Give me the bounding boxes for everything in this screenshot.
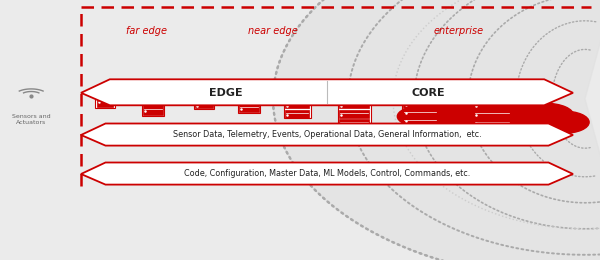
Bar xyxy=(143,105,163,115)
Bar xyxy=(338,92,370,99)
Bar xyxy=(403,109,437,116)
Bar xyxy=(474,119,510,126)
Bar xyxy=(474,102,510,109)
Bar xyxy=(403,117,437,124)
Bar xyxy=(403,101,437,108)
Bar xyxy=(239,103,259,112)
Bar xyxy=(142,92,164,116)
Bar xyxy=(284,91,311,118)
Bar xyxy=(97,94,113,107)
Bar xyxy=(473,92,512,135)
Bar xyxy=(194,92,214,109)
PathPatch shape xyxy=(81,79,573,105)
Circle shape xyxy=(410,111,449,128)
Circle shape xyxy=(412,100,469,124)
Bar xyxy=(195,102,213,108)
Circle shape xyxy=(434,112,473,129)
Bar xyxy=(338,119,370,127)
Circle shape xyxy=(538,111,589,133)
Text: far edge: far edge xyxy=(127,26,167,36)
Text: Code, Configuration, Master Data, ML Models, Control, Commands, etc.: Code, Configuration, Master Data, ML Mod… xyxy=(184,170,470,179)
Bar xyxy=(285,110,310,118)
Bar xyxy=(285,101,310,108)
Bar xyxy=(285,92,310,99)
Text: Sensors and
Actuators: Sensors and Actuators xyxy=(12,114,50,125)
Bar xyxy=(337,91,371,127)
Circle shape xyxy=(484,100,551,129)
Bar xyxy=(474,93,510,100)
Bar xyxy=(474,127,510,134)
Circle shape xyxy=(397,106,445,127)
Text: enterprise: enterprise xyxy=(434,26,484,36)
Text: CORE: CORE xyxy=(412,88,445,98)
Circle shape xyxy=(458,109,501,128)
Circle shape xyxy=(466,108,523,132)
PathPatch shape xyxy=(81,162,573,185)
PathPatch shape xyxy=(81,124,573,146)
Circle shape xyxy=(517,103,574,128)
Bar xyxy=(95,94,115,108)
Text: Sensor Data, Telemetry, Events, Operational Data, General Information,  etc.: Sensor Data, Telemetry, Events, Operatio… xyxy=(173,131,481,140)
Bar xyxy=(143,93,163,103)
Bar xyxy=(338,110,370,118)
Bar xyxy=(338,101,370,108)
Bar xyxy=(403,125,437,132)
Circle shape xyxy=(509,114,556,134)
Bar xyxy=(195,93,213,100)
Bar xyxy=(402,92,438,133)
Bar xyxy=(238,92,260,113)
Text: near edge: near edge xyxy=(248,26,298,36)
Polygon shape xyxy=(273,0,600,260)
Circle shape xyxy=(440,102,488,123)
Bar xyxy=(239,93,259,102)
Bar xyxy=(403,93,437,100)
Circle shape xyxy=(481,113,527,133)
Text: EDGE: EDGE xyxy=(209,88,242,98)
Bar xyxy=(474,110,510,117)
